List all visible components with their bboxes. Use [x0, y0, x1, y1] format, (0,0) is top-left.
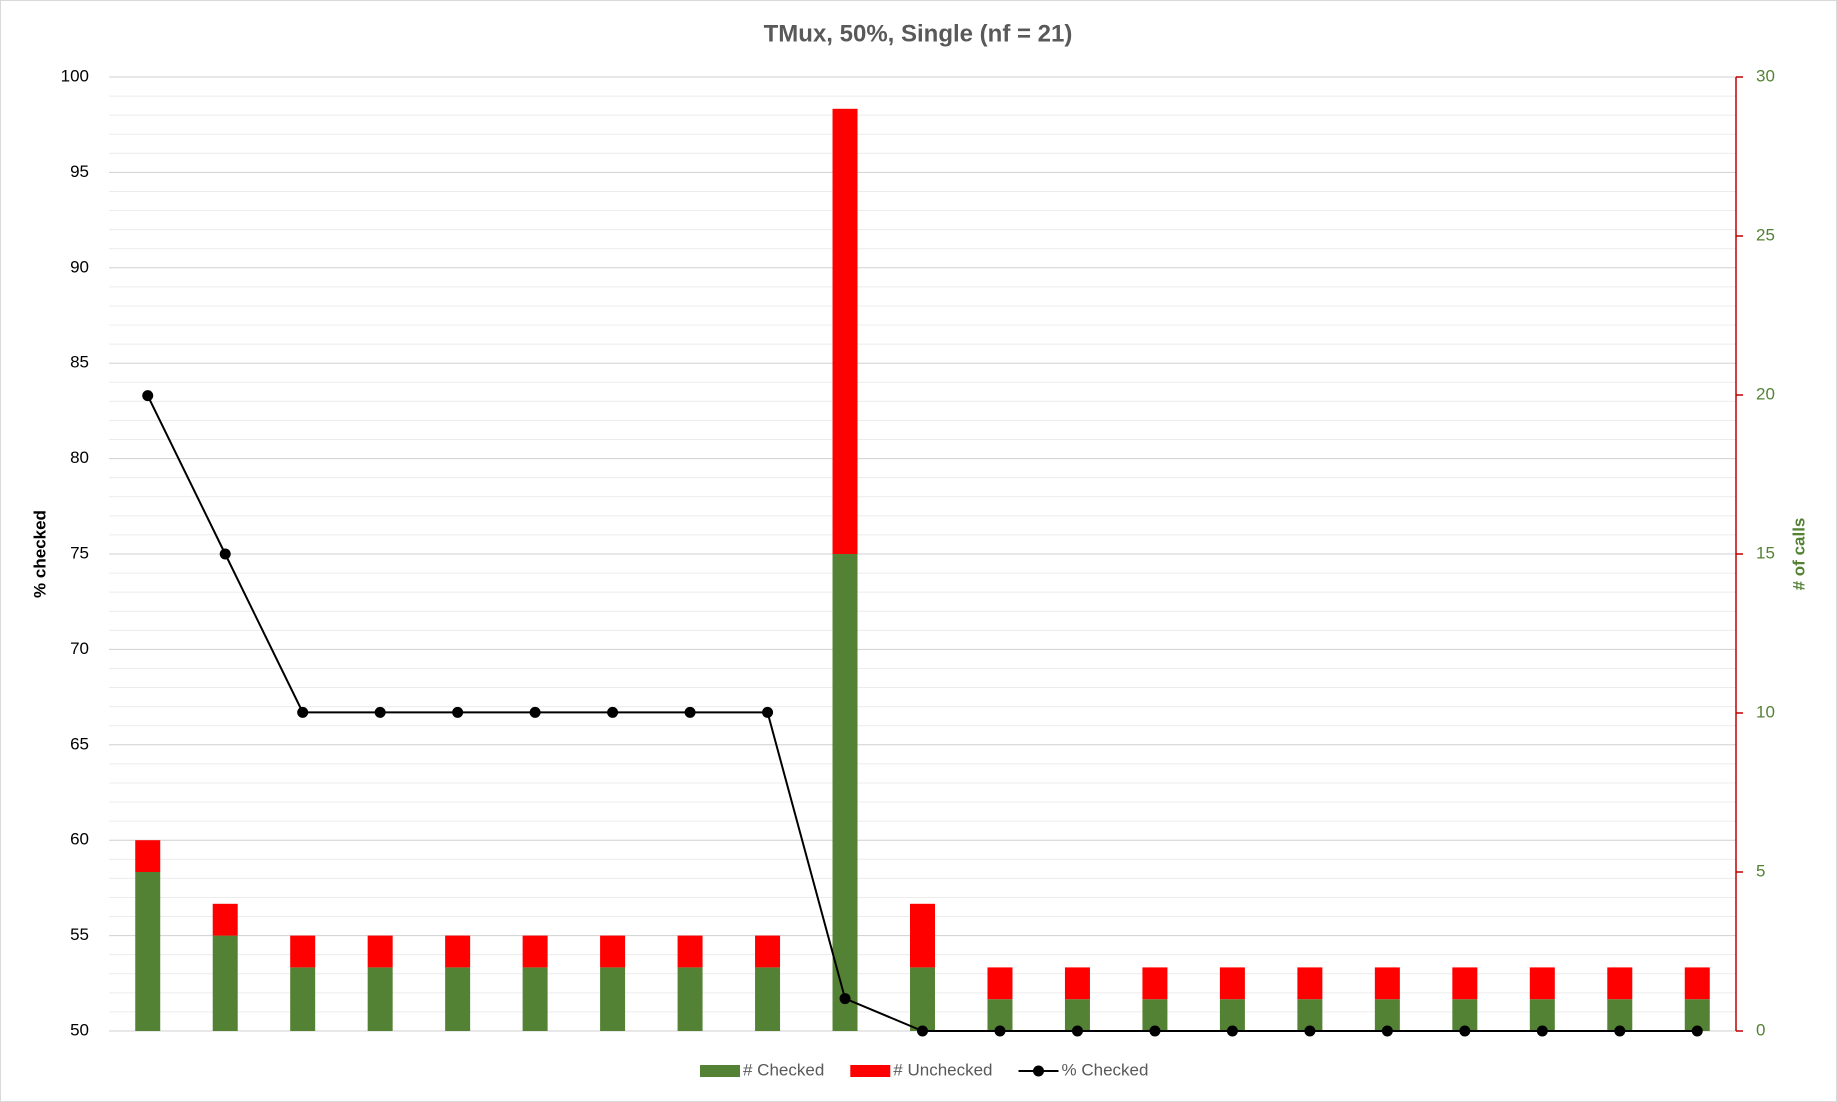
line-marker — [1071, 1025, 1083, 1037]
bar — [1452, 967, 1478, 1000]
bar — [212, 935, 238, 1031]
bar — [212, 903, 238, 936]
bar — [1374, 967, 1400, 1000]
bar — [910, 967, 935, 1031]
line-marker — [994, 1025, 1006, 1037]
y-tick-label: 85 — [70, 353, 89, 372]
line-marker — [1536, 1025, 1548, 1037]
bar — [1219, 967, 1245, 1000]
line-marker — [374, 706, 386, 718]
line-marker — [1149, 1025, 1161, 1037]
y-tick-label: 50 — [70, 1020, 89, 1039]
bar — [367, 967, 393, 1031]
bar — [522, 967, 548, 1031]
bar — [522, 935, 548, 968]
bar — [1297, 967, 1323, 1000]
line-marker — [839, 993, 851, 1005]
bar — [290, 935, 316, 968]
line-marker — [142, 390, 154, 402]
bar — [445, 935, 471, 968]
bar — [1142, 967, 1168, 1000]
line-marker — [917, 1025, 928, 1037]
line-marker — [684, 706, 696, 718]
legend-label: % Checked — [1062, 1060, 1149, 1079]
bar — [600, 967, 626, 1031]
y-tick-label: 90 — [70, 257, 89, 276]
bar — [832, 108, 858, 555]
bar — [1064, 967, 1090, 1000]
legend-swatch — [700, 1065, 740, 1077]
chart-title: TMux, 50%, Single (nf = 21) — [764, 20, 1073, 47]
line-marker — [1304, 1025, 1316, 1037]
bar — [445, 967, 471, 1031]
bar — [1607, 967, 1633, 1000]
bar — [987, 967, 1013, 1000]
line-marker — [529, 706, 541, 718]
legend-label: # Unchecked — [893, 1060, 992, 1079]
y2-axis-label: # of calls — [1789, 518, 1808, 591]
y-tick-label: 80 — [70, 448, 89, 467]
y-tick-label: 65 — [70, 734, 89, 753]
y2-tick-label: 20 — [1756, 384, 1775, 403]
line-marker — [219, 548, 231, 560]
y-axis-label: % checked — [30, 510, 49, 598]
y-tick-label: 60 — [70, 830, 89, 849]
y-tick-label: 70 — [70, 639, 89, 658]
line-marker — [762, 706, 774, 718]
bar — [367, 935, 393, 968]
bar — [677, 935, 703, 968]
bar — [1529, 967, 1555, 1000]
bar — [677, 967, 703, 1031]
bar — [755, 935, 781, 968]
y2-tick-label: 0 — [1756, 1020, 1765, 1039]
y2-tick-label: 5 — [1756, 861, 1765, 880]
line-marker — [297, 706, 309, 718]
bar — [755, 967, 781, 1031]
bar — [135, 840, 161, 872]
legend-swatch — [1033, 1065, 1045, 1077]
line-marker — [1691, 1025, 1703, 1037]
line-marker — [1381, 1025, 1393, 1037]
y-tick-label: 100 — [61, 66, 89, 85]
line-marker — [452, 706, 464, 718]
line-marker — [1459, 1025, 1471, 1037]
y-tick-label: 95 — [70, 162, 89, 181]
line-marker — [1614, 1025, 1626, 1037]
y-tick-label: 75 — [70, 543, 89, 562]
bar — [600, 935, 626, 968]
bar — [135, 872, 161, 1031]
legend-label: # Checked — [743, 1060, 824, 1079]
y2-tick-label: 30 — [1756, 66, 1775, 85]
bar — [1684, 967, 1710, 1000]
bar — [290, 967, 316, 1031]
bar — [910, 903, 935, 968]
legend-swatch — [850, 1065, 891, 1077]
y2-tick-label: 25 — [1756, 225, 1775, 244]
line-marker — [1226, 1025, 1238, 1037]
bar — [832, 554, 858, 1031]
y2-tick-label: 15 — [1756, 543, 1775, 562]
y-tick-label: 55 — [70, 925, 89, 944]
y2-tick-label: 10 — [1756, 702, 1775, 721]
line-marker — [607, 706, 619, 718]
